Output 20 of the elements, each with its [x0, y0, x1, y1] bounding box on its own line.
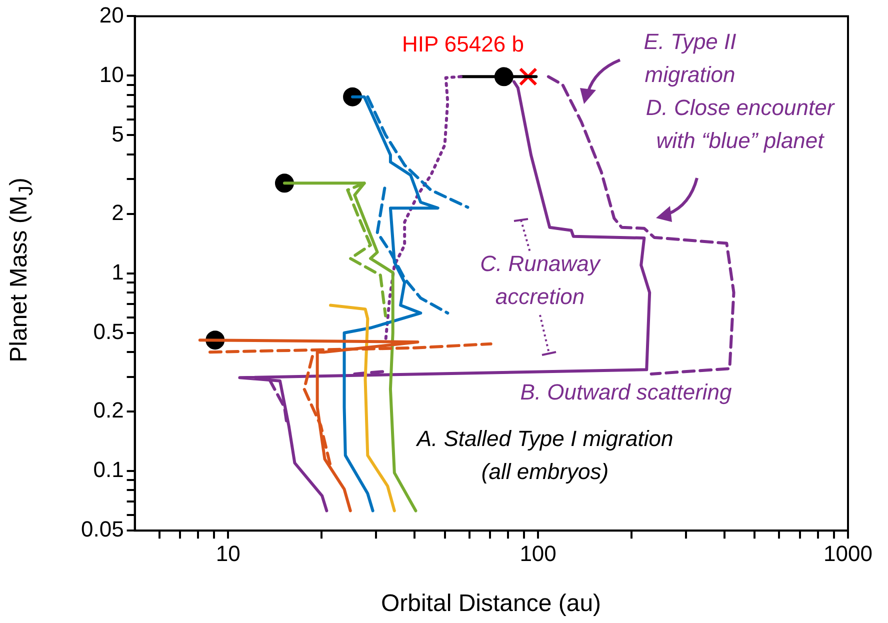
annotation: A. Stalled Type I migration (all embryos)	[416, 425, 674, 486]
x-tick-label: 10	[216, 540, 240, 566]
y-tick-label: 20	[99, 2, 124, 28]
annotation: D. Close encounter with “blue” planet	[646, 94, 834, 155]
y-tick-label: 5	[112, 121, 124, 146]
y-tick-label: 0.05	[80, 516, 124, 542]
y-tick-label: 10	[99, 62, 124, 87]
y-tick-label: 0.2	[93, 398, 124, 423]
x-axis-title: Orbital Distance (au)	[380, 590, 602, 618]
y-tick-label: 0.1	[93, 457, 124, 482]
y-tick-label: 0.5	[93, 318, 124, 344]
y-tick-label: 1	[112, 259, 124, 284]
x-tick-label: 100	[520, 540, 556, 566]
annotation: B. Outward scattering	[520, 378, 732, 406]
annotation: C. Runaway accretion	[480, 250, 600, 311]
line-series	[302, 354, 332, 468]
annotation: E. Type II migration	[644, 28, 736, 89]
x-tick-label: 1000	[824, 540, 872, 566]
y-tick-label: 2	[112, 200, 124, 225]
annotation: HIP 65426 b	[402, 30, 524, 58]
